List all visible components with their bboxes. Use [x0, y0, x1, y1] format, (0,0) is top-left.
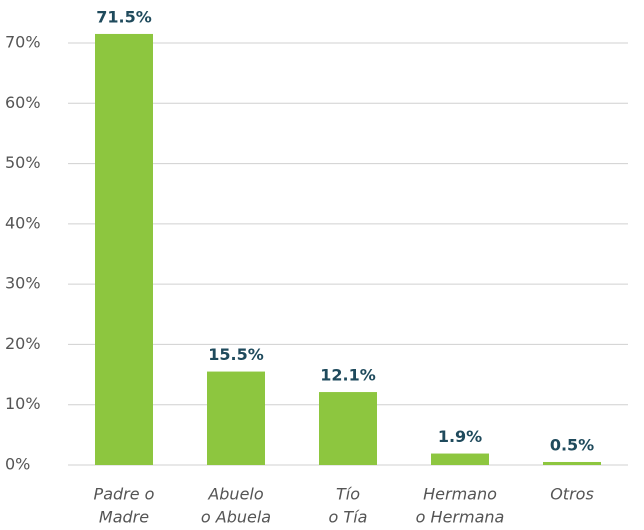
y-tick-label: 0%: [5, 455, 30, 474]
x-tick-label: o Abuela: [201, 508, 271, 527]
bar: [543, 461, 601, 465]
x-tick-label: o Tía: [329, 508, 368, 527]
x-tick-label: o Hermana: [416, 508, 505, 527]
x-tick-label: Madre: [99, 508, 149, 527]
x-tick-label: Tío: [336, 485, 360, 504]
bar: [207, 371, 265, 465]
value-label: 1.9%: [438, 427, 482, 446]
y-tick-label: 60%: [5, 93, 41, 112]
x-tick-label: Hermano: [423, 485, 497, 504]
value-label: 0.5%: [550, 435, 594, 454]
bar: [95, 33, 153, 465]
value-label: 12.1%: [320, 366, 376, 385]
value-label: 15.5%: [208, 345, 264, 364]
x-tick-label: Otros: [550, 485, 594, 504]
y-tick-label: 40%: [5, 213, 41, 232]
y-tick-label: 30%: [5, 274, 41, 293]
y-tick-label: 10%: [5, 394, 41, 413]
bar: [319, 392, 377, 465]
y-tick-label: 70%: [5, 33, 41, 52]
y-tick-label: 20%: [5, 334, 41, 353]
y-tick-label: 50%: [5, 153, 41, 172]
bar: [431, 453, 489, 465]
value-label: 71.5%: [96, 7, 152, 26]
x-tick-label: Abuelo: [207, 485, 264, 504]
x-tick-label: Padre o: [94, 485, 155, 504]
